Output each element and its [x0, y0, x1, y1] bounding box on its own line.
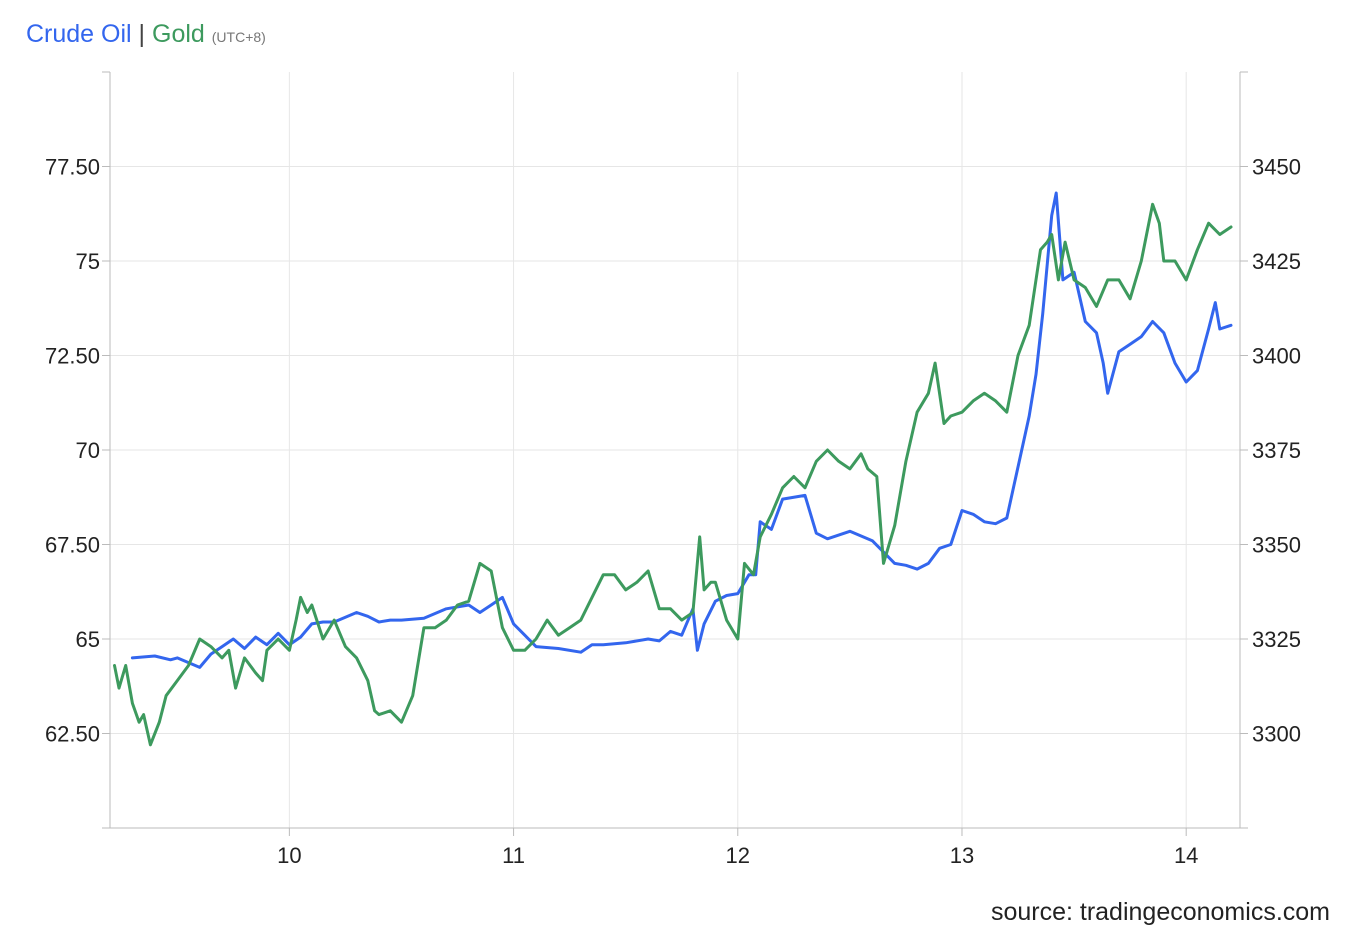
left-axis-tick-label: 67.50: [45, 533, 100, 558]
chart-legend: Crude Oil | Gold (UTC+8): [26, 20, 266, 49]
x-axis-tick-label: 14: [1174, 843, 1198, 868]
right-axis-tick-label: 3325: [1252, 627, 1301, 652]
x-axis-tick-label: 12: [726, 843, 750, 868]
left-axis-tick-label: 75: [76, 249, 100, 274]
series-line-gold: [113, 202, 1233, 747]
left-axis-tick-label: 70: [76, 438, 100, 463]
series-line-crude-oil: [130, 191, 1233, 669]
x-axis-tick-label: 10: [277, 843, 301, 868]
right-axis-tick-label: 3400: [1252, 344, 1301, 369]
left-axis-tick-label: 62.50: [45, 722, 100, 747]
legend-timezone: (UTC+8): [211, 29, 266, 45]
legend-gold[interactable]: Gold: [152, 20, 205, 48]
left-axis-tick-label: 77.50: [45, 155, 100, 180]
right-axis-tick-label: 3425: [1252, 249, 1301, 274]
left-axis-tick-label: 65: [76, 627, 100, 652]
right-axis-tick-label: 3450: [1252, 155, 1301, 180]
right-axis-tick-label: 3375: [1252, 438, 1301, 463]
left-axis-tick-label: 72.50: [45, 344, 100, 369]
legend-crude-oil[interactable]: Crude Oil: [26, 20, 132, 48]
x-axis-tick-label: 11: [502, 843, 525, 868]
legend-separator: |: [138, 20, 146, 48]
source-credit[interactable]: source: tradingeconomics.com: [990, 898, 1330, 926]
right-axis-tick-label: 3300: [1252, 722, 1301, 747]
x-axis-tick-label: 13: [950, 843, 974, 868]
right-axis-tick-label: 3350: [1252, 533, 1301, 558]
